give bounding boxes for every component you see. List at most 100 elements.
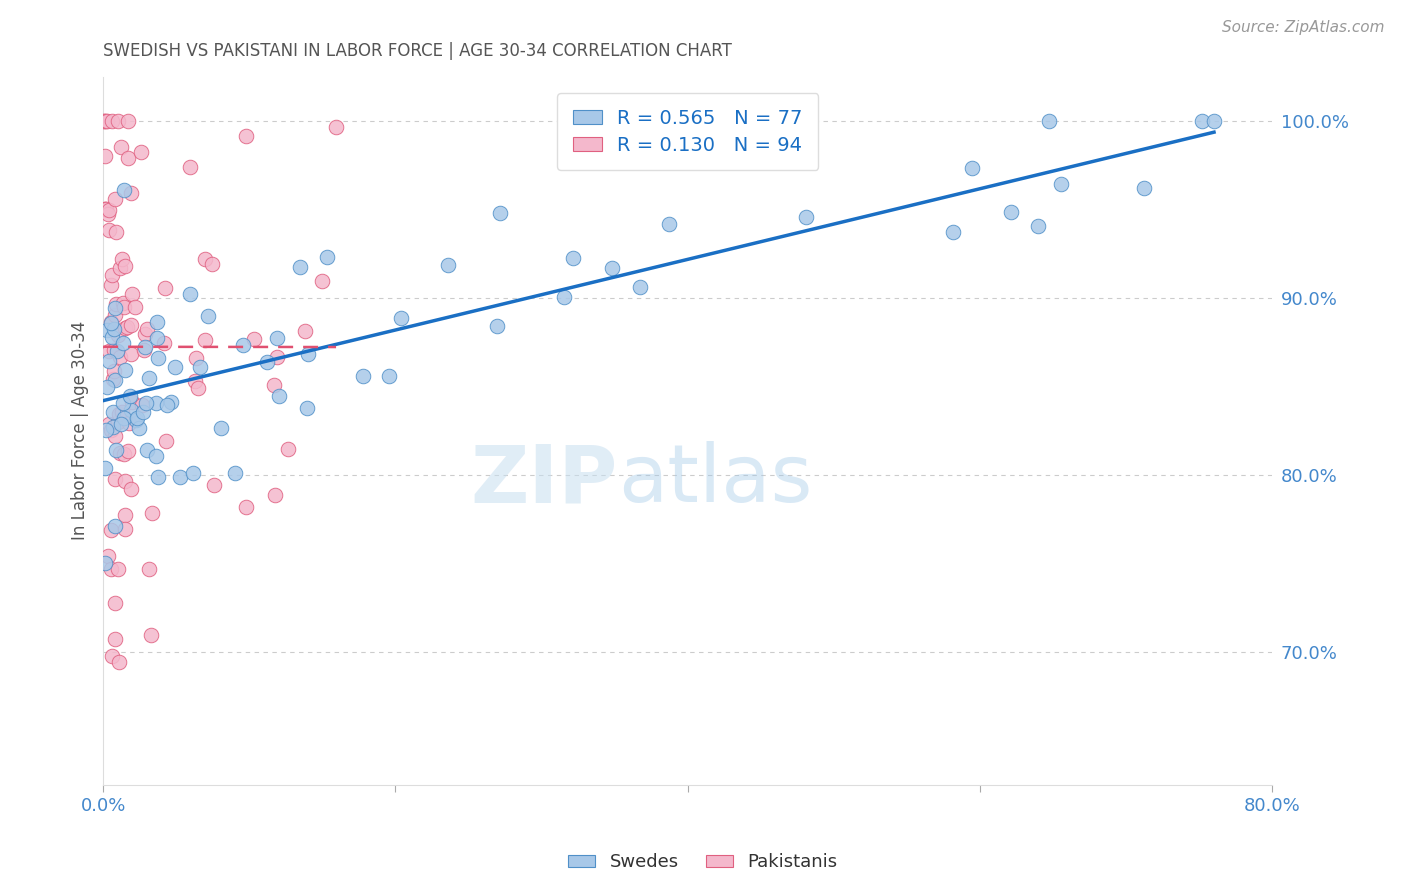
Point [235, 128, 257, 143]
Point [311, 274, 333, 288]
Text: Source: ZipAtlas.com: Source: ZipAtlas.com [1222, 20, 1385, 35]
Point [183, 374, 205, 388]
Point [98, 223, 121, 237]
Point [1050, 178, 1073, 192]
Point [117, 320, 139, 334]
Point [146, 331, 169, 345]
Point [100, 315, 122, 329]
Point [114, 321, 136, 335]
Point [107, 562, 129, 576]
Point [120, 347, 142, 361]
Point [135, 396, 157, 410]
Point [202, 477, 225, 491]
Point [378, 369, 401, 384]
Point [352, 368, 374, 383]
Point [235, 500, 257, 514]
Point [232, 338, 254, 352]
Point [141, 506, 163, 520]
Point [101, 372, 124, 386]
Point [103, 364, 125, 378]
Point [121, 395, 143, 409]
Point [1038, 113, 1060, 128]
Point [114, 259, 136, 273]
Point [138, 371, 160, 385]
Point [96, 323, 118, 337]
Point [290, 260, 312, 274]
Point [155, 434, 177, 449]
Point [124, 300, 146, 314]
Point [561, 251, 583, 265]
Point [120, 186, 142, 200]
Point [93, 113, 115, 128]
Point [1191, 113, 1213, 128]
Point [145, 450, 167, 464]
Point [325, 120, 347, 134]
Point [101, 268, 124, 282]
Point [658, 217, 681, 231]
Point [153, 281, 176, 295]
Point [224, 466, 246, 480]
Point [156, 398, 179, 412]
Point [1202, 113, 1225, 128]
Point [104, 632, 127, 647]
Text: atlas: atlas [617, 442, 813, 519]
Point [100, 423, 122, 437]
Point [553, 290, 575, 304]
Point [112, 182, 135, 196]
Point [120, 318, 142, 333]
Point [110, 139, 132, 153]
Point [602, 261, 624, 276]
Point [104, 225, 127, 239]
Point [437, 258, 460, 272]
Point [103, 343, 125, 357]
Point [263, 378, 285, 392]
Point [297, 347, 319, 361]
Point [266, 331, 288, 345]
Point [188, 360, 211, 375]
Point [118, 416, 141, 430]
Point [134, 327, 156, 342]
Point [135, 442, 157, 457]
Point [256, 354, 278, 368]
Point [100, 649, 122, 664]
Point [100, 278, 122, 293]
Point [97, 343, 120, 358]
Point [97, 549, 120, 564]
Point [294, 324, 316, 338]
Point [94, 557, 117, 571]
Point [136, 322, 159, 336]
Point [104, 297, 127, 311]
Point [114, 474, 136, 488]
Point [243, 332, 266, 346]
Point [794, 211, 817, 225]
Point [125, 410, 148, 425]
Point [112, 300, 135, 314]
Point [104, 472, 127, 486]
Point [94, 202, 117, 217]
Point [110, 261, 132, 276]
Point [112, 410, 135, 425]
Point [187, 381, 209, 395]
Point [138, 562, 160, 576]
Point [169, 470, 191, 484]
Point [98, 353, 121, 368]
Point [103, 322, 125, 336]
Point [118, 389, 141, 403]
Point [179, 286, 201, 301]
Point [117, 151, 139, 165]
Point [96, 380, 118, 394]
Point [128, 421, 150, 435]
Point [181, 466, 204, 480]
Point [145, 396, 167, 410]
Legend: Swedes, Pakistanis: Swedes, Pakistanis [561, 847, 845, 879]
Point [112, 335, 135, 350]
Point [101, 405, 124, 419]
Point [159, 395, 181, 409]
Point [108, 407, 131, 421]
Point [316, 250, 339, 264]
Point [101, 113, 124, 128]
Point [197, 309, 219, 323]
Point [96, 207, 118, 221]
Point [94, 423, 117, 437]
Point [93, 461, 115, 475]
